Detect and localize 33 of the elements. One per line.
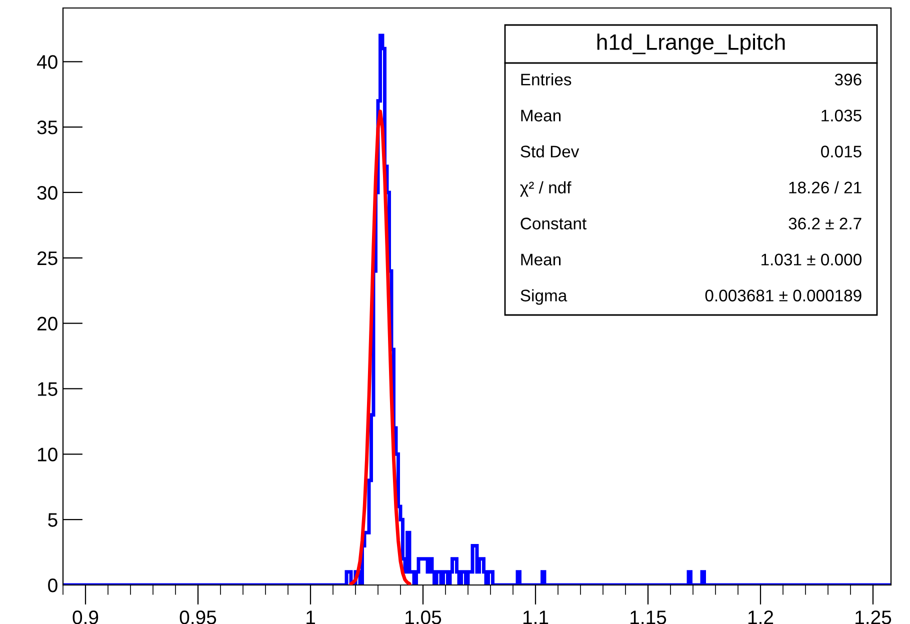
annotation: 1.035 — [822, 110, 862, 122]
x-tick-label: 1.1 — [523, 610, 548, 624]
annotation: Std Dev — [520, 145, 580, 158]
y-tick-label: 5 — [48, 513, 58, 527]
x-tick-label: 1 — [306, 610, 315, 624]
y-tick-label: 0 — [48, 578, 58, 592]
annotation: Constant — [520, 218, 586, 230]
y-tick-label: 15 — [38, 382, 58, 396]
annotation: 36.2 ± 2.7 — [788, 218, 862, 230]
text: h1d_Lrange_Lpitch — [597, 34, 785, 54]
line-series — [349, 110, 412, 585]
y-tick-label: 10 — [38, 448, 58, 462]
annotation: 396 — [834, 74, 862, 86]
annotation: Mean — [521, 110, 561, 122]
y-tick-label: 25 — [37, 251, 58, 266]
x-tick-label: 1.15 — [630, 610, 666, 624]
x-tick-label: 1.25 — [856, 610, 892, 624]
x-tick-label: 0.95 — [180, 610, 216, 624]
y-tick-label: 35 — [37, 120, 58, 134]
annotation: 18.26 / 21 — [789, 181, 862, 194]
y-tick-label: 30 — [37, 186, 58, 200]
x-tick-label: 0.9 — [72, 610, 98, 624]
annotation: χ² / ndf — [520, 181, 572, 197]
annotation: 0.003681 ± 0.000189 — [705, 290, 862, 302]
x-tick-label: 1.05 — [406, 610, 442, 624]
annotation: 1.031 ± 0.000 — [762, 254, 862, 266]
x-tick-label: 1.2 — [748, 610, 774, 624]
annotation: 0.015 — [821, 146, 862, 158]
annotation: Mean — [521, 254, 561, 266]
y-tick-label: 20 — [37, 316, 58, 331]
y-tick-label: 40 — [36, 55, 58, 69]
annotation: Entries — [521, 73, 572, 86]
annotation: Sigma — [520, 289, 568, 305]
